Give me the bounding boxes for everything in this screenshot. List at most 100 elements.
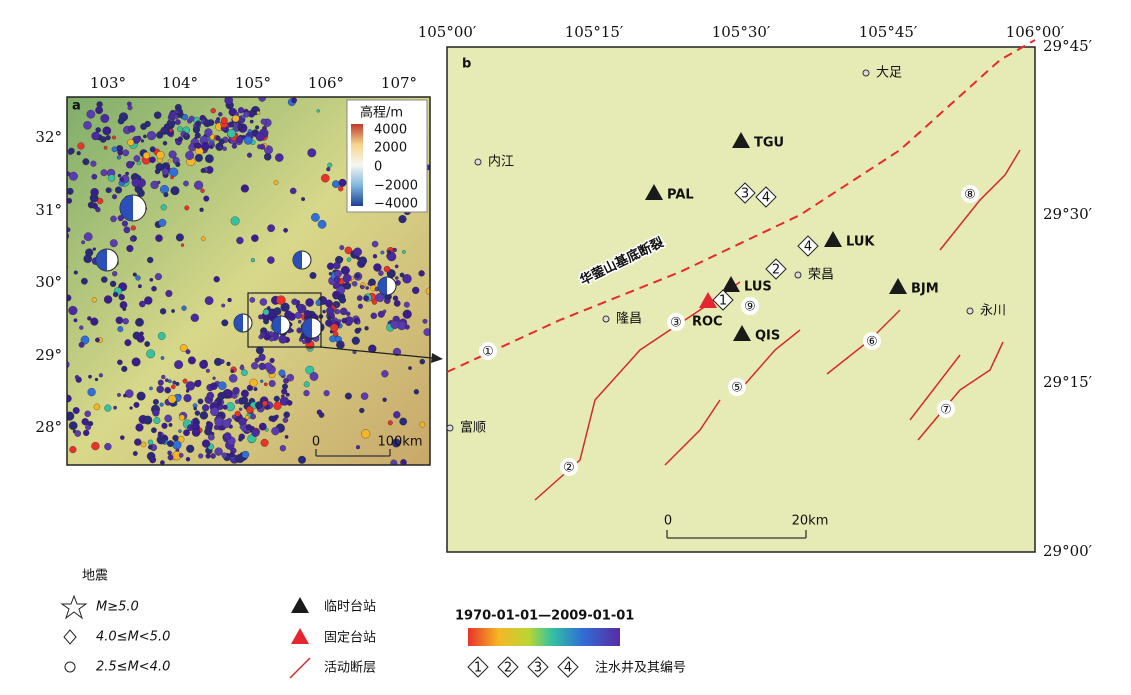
earthquake	[199, 411, 209, 420]
earthquake	[243, 111, 250, 118]
earthquake	[160, 126, 169, 135]
fault-number: ③	[670, 316, 682, 331]
earthquake	[136, 391, 146, 401]
earthquake	[339, 296, 346, 304]
well	[755, 186, 777, 208]
earthquake	[230, 216, 240, 226]
elevation-tick: 0	[374, 160, 382, 175]
earthquake	[79, 325, 84, 330]
legend-item: M≥5.0	[96, 600, 139, 615]
earthquake	[158, 218, 167, 227]
earthquake	[210, 382, 218, 390]
earthquake	[367, 282, 372, 286]
earthquake	[192, 126, 200, 134]
earthquake	[170, 175, 174, 180]
station	[645, 184, 663, 200]
earthquake	[363, 295, 370, 302]
elevation-tick: −4000	[374, 197, 418, 212]
earthquake	[364, 326, 369, 331]
earthquake	[419, 421, 426, 428]
legend-item: 临时台站	[324, 600, 376, 615]
earthquake	[100, 136, 107, 143]
earthquake	[68, 421, 78, 431]
earthquake	[351, 281, 358, 287]
earthquake	[185, 381, 196, 391]
earthquake	[259, 298, 268, 306]
earthquake	[67, 360, 70, 369]
fault-number-bg	[667, 313, 685, 331]
town-marker	[966, 307, 974, 315]
earthquake	[344, 392, 352, 400]
earthquake	[253, 387, 258, 392]
earthquake	[423, 328, 430, 336]
earthquake	[213, 276, 220, 283]
earthquake	[221, 303, 226, 308]
earthquake	[382, 397, 387, 402]
earthquake	[200, 188, 205, 193]
well-number: 3	[534, 661, 542, 676]
earthquake	[134, 438, 142, 446]
earthquake	[344, 246, 353, 255]
earthquake	[88, 374, 92, 379]
panel-label: b	[462, 57, 471, 72]
earthquake	[160, 184, 169, 194]
earthquake	[89, 193, 99, 203]
earthquake	[403, 301, 410, 308]
earthquake	[399, 417, 408, 426]
fault-number-bg	[863, 332, 881, 350]
earthquake	[267, 256, 275, 264]
earthquake	[286, 400, 293, 406]
earthquake	[217, 391, 226, 400]
earthquake	[90, 317, 99, 326]
earthquake	[157, 379, 164, 386]
earthquake	[334, 270, 342, 278]
station-code: PAL	[667, 188, 694, 203]
earthquake	[195, 142, 202, 149]
earthquake	[69, 446, 77, 454]
earthquake	[251, 110, 256, 115]
earthquake	[135, 317, 144, 327]
earthquake	[104, 442, 112, 451]
earthquake	[302, 339, 307, 345]
earthquake	[143, 415, 153, 425]
fault-number-bg	[728, 378, 746, 396]
earthquake	[326, 262, 335, 270]
fault-symbol	[289, 657, 311, 679]
earthquake	[114, 186, 123, 194]
earthquake	[110, 215, 117, 223]
earthquake	[123, 226, 131, 234]
fault-number: ⑦	[940, 403, 952, 418]
earthquake	[153, 111, 162, 119]
earthquake	[133, 401, 140, 408]
fault-number: ⑤	[731, 381, 743, 396]
earthquake	[160, 356, 165, 360]
earthquake	[85, 248, 94, 257]
earthquake	[316, 109, 320, 113]
earthquake	[316, 409, 323, 415]
earthquake	[333, 276, 341, 283]
earthquake	[143, 134, 147, 139]
earthquake	[336, 340, 345, 350]
earthquake	[67, 227, 71, 233]
earthquake	[402, 309, 412, 319]
earthquake	[131, 178, 141, 188]
earthquake	[151, 427, 157, 434]
earthquake	[413, 389, 420, 395]
arrow-head	[431, 353, 443, 363]
earthquake	[357, 303, 363, 309]
lon-tick: 104°	[162, 74, 198, 92]
earthquake	[175, 119, 181, 125]
earthquake	[157, 332, 166, 340]
earthquake	[83, 121, 92, 130]
station-code: LUS	[744, 280, 772, 295]
earthquake	[210, 407, 220, 417]
earthquake	[234, 410, 241, 417]
station	[889, 278, 907, 294]
earthquake	[232, 114, 240, 123]
fault-number-bg	[479, 342, 497, 360]
earthquake	[262, 400, 268, 407]
earthquake	[240, 396, 249, 405]
earthquake	[157, 431, 162, 436]
fault-number-bg	[741, 297, 759, 315]
town-name: 富顺	[460, 420, 486, 436]
